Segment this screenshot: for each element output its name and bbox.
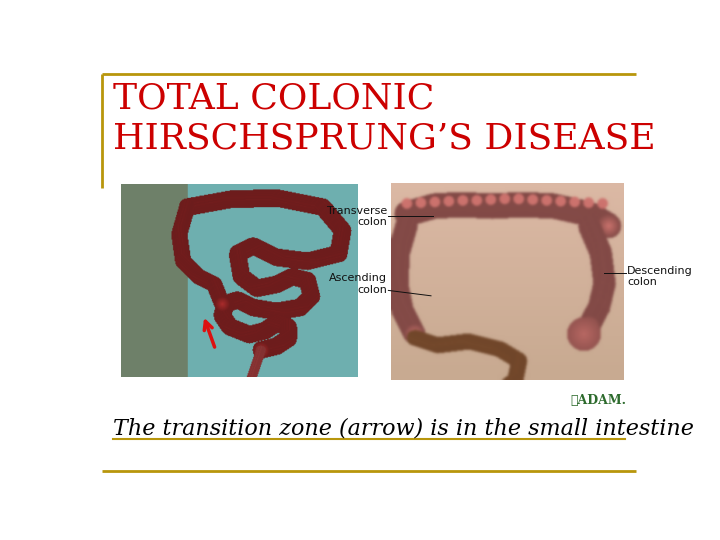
Text: Ascending
colon: Ascending colon	[329, 273, 387, 295]
Text: ★ADAM.: ★ADAM.	[570, 394, 626, 407]
Text: Descending
colon: Descending colon	[627, 266, 693, 287]
Text: Transverse
colon: Transverse colon	[327, 206, 387, 227]
Text: TOTAL COLONIC
HIRSCHSPRUNG’S DISEASE: TOTAL COLONIC HIRSCHSPRUNG’S DISEASE	[113, 82, 656, 155]
Text: The transition zone (arrow) is in the small intestine: The transition zone (arrow) is in the sm…	[113, 417, 694, 440]
